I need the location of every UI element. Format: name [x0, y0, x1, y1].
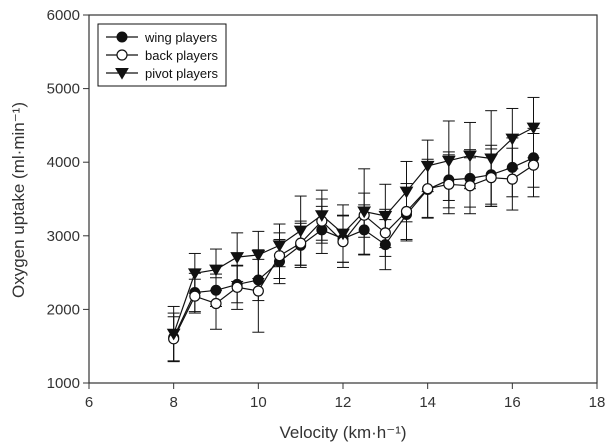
y-tick-label: 5000 [47, 81, 80, 98]
marker-triangle-down [115, 68, 129, 80]
marker-triangle-down [526, 122, 541, 135]
marker-triangle-down [336, 228, 350, 241]
marker-filled-circle [358, 224, 370, 236]
x-tick-label: 12 [335, 394, 352, 411]
legend-label: wing players [144, 30, 218, 45]
x-tick-label: 16 [504, 394, 521, 411]
error-bars [167, 96, 540, 363]
marker-filled-circle [116, 31, 128, 43]
legend-label: back players [145, 48, 218, 63]
marker-triangle-down [399, 186, 414, 199]
marker-open-circle [379, 227, 391, 239]
legend-label: pivot players [145, 66, 218, 81]
x-axis-ticks: 6 8 10 12 14 16 18 [85, 383, 606, 411]
marker-filled-circle [506, 161, 518, 173]
marker-open-circle [231, 281, 243, 293]
marker-triangle-down [187, 268, 202, 281]
marker-open-circle [252, 285, 264, 297]
series-lines [173, 127, 534, 340]
series-line [173, 157, 534, 338]
marker-open-circle [273, 250, 286, 262]
marker-triangle-down [484, 153, 499, 166]
marker-triangle-down [209, 264, 223, 277]
x-tick-label: 8 [169, 394, 177, 411]
series-line [173, 127, 534, 334]
marker-open-circle [189, 290, 201, 302]
legend: wing players back players pivot players [97, 23, 227, 87]
marker-filled-circle [379, 239, 391, 251]
marker-filled-circle [210, 284, 222, 296]
y-tick-label: 3000 [47, 228, 80, 245]
marker-open-circle [464, 180, 476, 192]
marker-open-circle [116, 49, 128, 61]
marker-triangle-down [251, 249, 266, 262]
x-tick-label: 6 [85, 394, 93, 411]
marker-triangle-down [463, 150, 477, 163]
y-tick-label: 2000 [47, 301, 80, 318]
x-tick-label: 14 [419, 394, 436, 411]
marker-triangle-down [293, 225, 308, 238]
marker-open-circle [506, 173, 518, 185]
y-axis-ticks: 1000 2000 3000 4000 5000 6000 [47, 7, 89, 392]
marker-filled-circle [252, 274, 264, 286]
marker-open-circle [210, 297, 222, 310]
marker-open-circle [295, 237, 307, 249]
x-axis-title: Velocity (km·h⁻¹) [279, 423, 406, 442]
y-tick-label: 4000 [47, 154, 80, 171]
marker-open-circle [527, 159, 540, 171]
x-tick-label: 18 [589, 394, 606, 411]
marker-triangle-down [505, 133, 520, 146]
marker-open-circle [400, 205, 413, 218]
marker-triangle-down [378, 210, 393, 223]
series-line [173, 164, 534, 340]
data-markers [166, 122, 541, 345]
marker-triangle-down [357, 206, 372, 219]
marker-open-circle [422, 183, 434, 195]
marker-open-circle [485, 172, 497, 184]
marker-triangle-down [272, 240, 287, 253]
marker-triangle-down [420, 160, 435, 173]
y-tick-label: 6000 [47, 7, 80, 24]
marker-open-circle [443, 178, 455, 190]
marker-triangle-down [441, 155, 456, 168]
x-tick-label: 10 [250, 394, 267, 411]
marker-triangle-down [230, 252, 245, 264]
y-axis-title: Oxygen uptake (ml·min⁻¹) [9, 102, 28, 298]
marker-triangle-down [314, 210, 329, 222]
marker-triangle-down [166, 328, 181, 341]
y-tick-label: 1000 [47, 375, 80, 392]
